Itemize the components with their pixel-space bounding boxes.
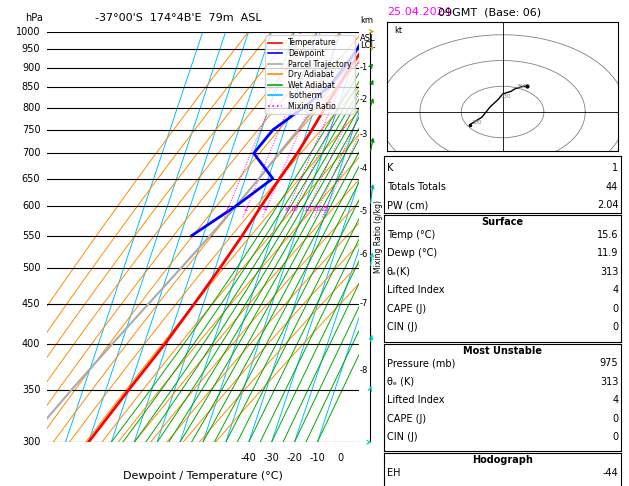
Text: -10: -10 <box>309 452 325 463</box>
Text: 8: 8 <box>284 206 289 211</box>
Text: 1: 1 <box>612 163 618 174</box>
Text: -1: -1 <box>360 63 369 72</box>
Text: 10: 10 <box>289 206 298 211</box>
Text: 975: 975 <box>599 358 618 368</box>
Text: 0: 0 <box>612 414 618 424</box>
Text: Lifted Index: Lifted Index <box>387 395 444 405</box>
Text: 15: 15 <box>303 206 311 211</box>
Text: CIN (J): CIN (J) <box>387 322 418 332</box>
Text: 2.04: 2.04 <box>597 200 618 210</box>
Text: 44: 44 <box>606 182 618 192</box>
Text: 750: 750 <box>21 125 40 135</box>
Text: 900: 900 <box>22 63 40 72</box>
Text: 550: 550 <box>21 230 40 241</box>
Text: 650: 650 <box>22 174 40 184</box>
Text: 0: 0 <box>612 432 618 442</box>
Text: Most Unstable: Most Unstable <box>463 346 542 356</box>
Text: 0: 0 <box>612 304 618 314</box>
Text: 0: 0 <box>337 452 343 463</box>
Text: -2: -2 <box>360 95 369 104</box>
Legend: Temperature, Dewpoint, Parcel Trajectory, Dry Adiabat, Wet Adiabat, Isotherm, Mi: Temperature, Dewpoint, Parcel Trajectory… <box>265 35 355 114</box>
Text: 700: 700 <box>22 148 40 158</box>
Text: 1: 1 <box>225 206 229 211</box>
Text: CIN (J): CIN (J) <box>387 432 418 442</box>
Text: 25: 25 <box>321 206 329 211</box>
Text: Totals Totals: Totals Totals <box>387 182 446 192</box>
Text: PW (cm): PW (cm) <box>387 200 428 210</box>
Text: 600: 600 <box>22 201 40 211</box>
Text: 0: 0 <box>612 322 618 332</box>
Text: θₑ(K): θₑ(K) <box>387 267 411 277</box>
Text: K: K <box>387 163 393 174</box>
Text: 450: 450 <box>22 299 40 309</box>
Text: ASL: ASL <box>360 34 376 43</box>
Text: 09GMT  (Base: 06): 09GMT (Base: 06) <box>431 7 541 17</box>
Text: Hodograph: Hodograph <box>472 455 533 466</box>
Text: 313: 313 <box>600 377 618 387</box>
Text: km: km <box>360 17 373 25</box>
Text: 25.04.2024: 25.04.2024 <box>387 7 451 17</box>
Text: Dewp (°C): Dewp (°C) <box>387 248 437 259</box>
Text: Mixing Ratio (g/kg): Mixing Ratio (g/kg) <box>374 200 383 274</box>
Text: hPa: hPa <box>25 14 43 23</box>
Text: kt: kt <box>394 26 402 35</box>
Text: -7: -7 <box>360 299 369 309</box>
Text: 300: 300 <box>22 437 40 447</box>
Text: -37°00'S  174°4B'E  79m  ASL: -37°00'S 174°4B'E 79m ASL <box>94 14 261 23</box>
Text: -5: -5 <box>360 207 369 216</box>
Text: 360: 360 <box>517 84 528 88</box>
Text: 330: 330 <box>501 94 511 99</box>
Text: 313: 313 <box>600 267 618 277</box>
Text: -40: -40 <box>241 452 257 463</box>
Text: 11.9: 11.9 <box>597 248 618 259</box>
Text: 1000: 1000 <box>16 27 40 36</box>
Text: Pressure (mb): Pressure (mb) <box>387 358 455 368</box>
Text: 4: 4 <box>612 285 618 295</box>
Text: -6: -6 <box>360 250 369 259</box>
Text: CAPE (J): CAPE (J) <box>387 414 426 424</box>
Text: 4: 4 <box>263 206 267 211</box>
Text: 300: 300 <box>472 120 482 124</box>
Text: -8: -8 <box>360 366 369 375</box>
Text: -30: -30 <box>264 452 279 463</box>
Text: 400: 400 <box>22 339 40 349</box>
Text: θₑ (K): θₑ (K) <box>387 377 414 387</box>
Text: CAPE (J): CAPE (J) <box>387 304 426 314</box>
Text: 850: 850 <box>22 82 40 92</box>
Text: 350: 350 <box>22 385 40 395</box>
Text: 4: 4 <box>612 395 618 405</box>
Text: Temp (°C): Temp (°C) <box>387 230 435 240</box>
Text: EH: EH <box>387 468 400 478</box>
Text: Surface: Surface <box>482 217 523 227</box>
Text: Dewpoint / Temperature (°C): Dewpoint / Temperature (°C) <box>123 471 283 481</box>
Text: -20: -20 <box>286 452 303 463</box>
Text: Lifted Index: Lifted Index <box>387 285 444 295</box>
Text: LCL: LCL <box>360 41 376 50</box>
Text: 800: 800 <box>22 103 40 113</box>
Text: 2: 2 <box>243 206 247 211</box>
Text: -3: -3 <box>360 130 369 139</box>
Text: 950: 950 <box>22 44 40 54</box>
Text: -44: -44 <box>603 468 618 478</box>
Text: 500: 500 <box>22 263 40 273</box>
Text: 15.6: 15.6 <box>597 230 618 240</box>
Text: -4: -4 <box>360 164 369 173</box>
Text: 20: 20 <box>313 206 321 211</box>
